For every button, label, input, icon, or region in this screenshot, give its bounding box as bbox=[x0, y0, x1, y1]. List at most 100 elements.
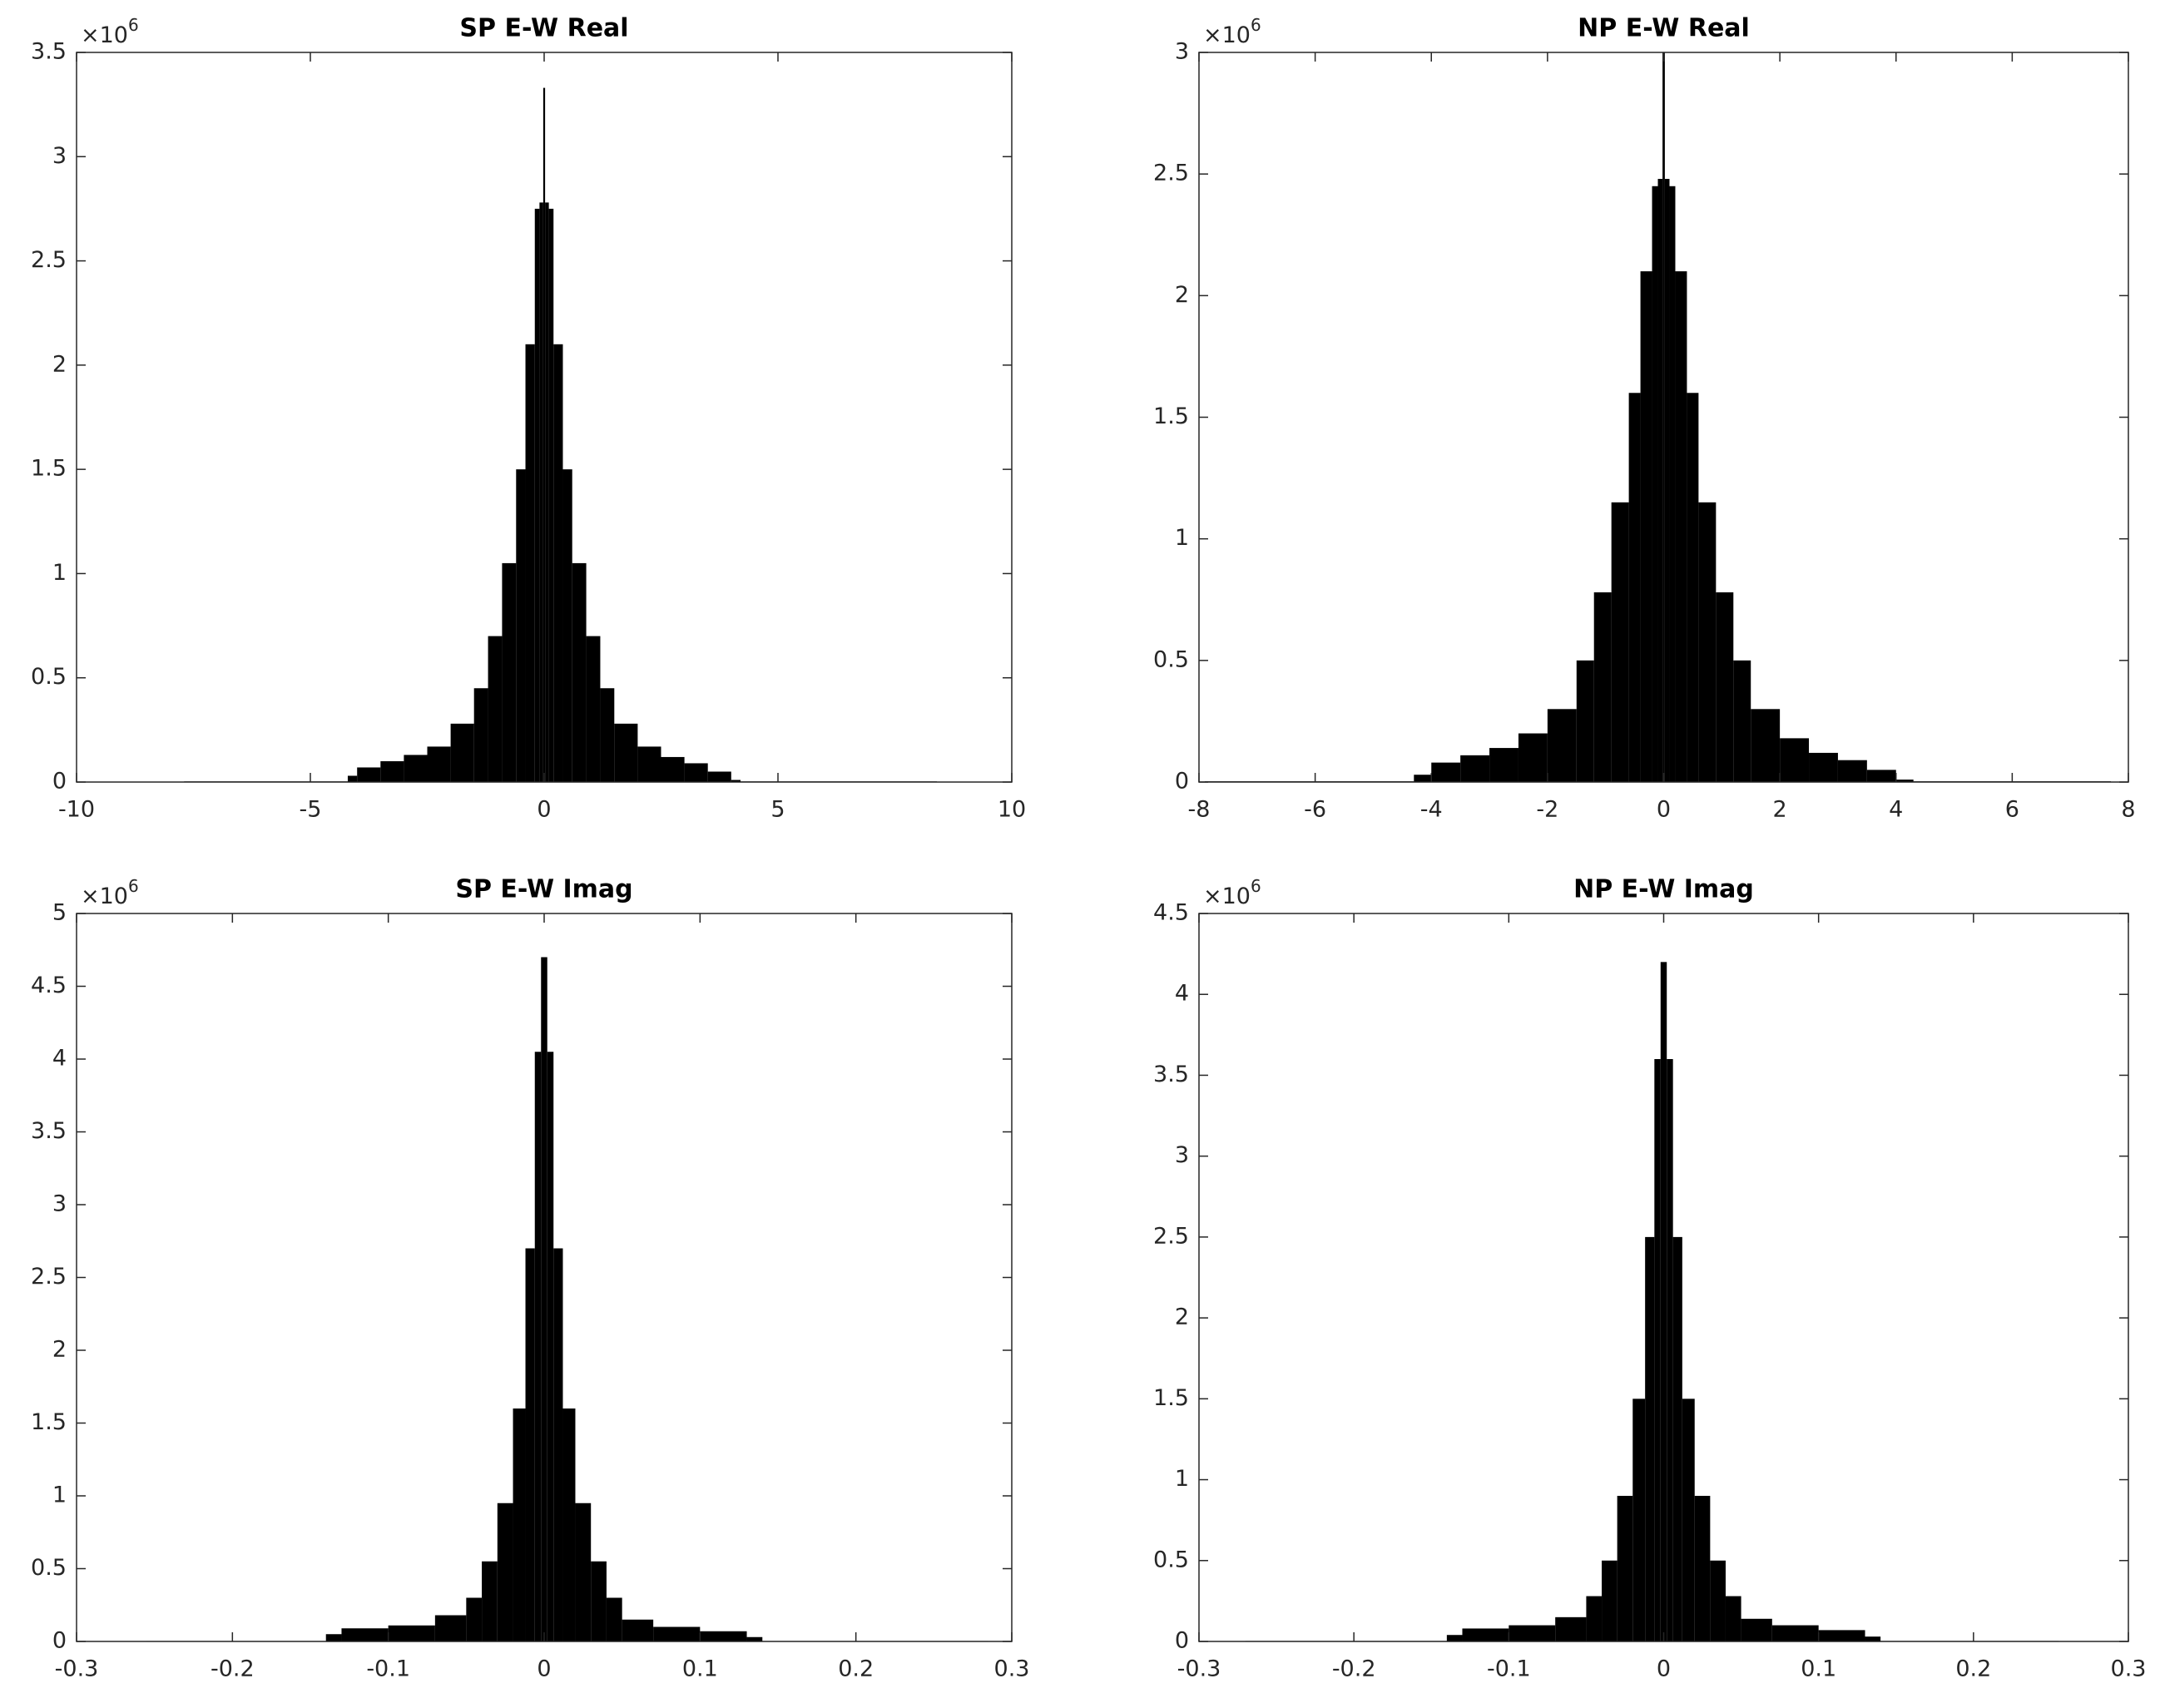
histogram-bar bbox=[1741, 1618, 1772, 1641]
y-tick-label: 0.5 bbox=[31, 664, 67, 690]
histogram-bar bbox=[1652, 186, 1658, 783]
histogram-bar bbox=[1576, 660, 1594, 782]
y-tick-label: 1 bbox=[52, 560, 67, 586]
histogram-bar bbox=[357, 767, 381, 782]
histogram-bar bbox=[1518, 733, 1548, 782]
histogram-bar bbox=[450, 723, 474, 782]
x-tick-label: 2 bbox=[1773, 797, 1787, 823]
y-tick-label: 1.5 bbox=[1153, 403, 1189, 429]
histogram-bar bbox=[661, 756, 685, 782]
y-multiplier-exponent: 6 bbox=[128, 15, 139, 35]
histogram-bar bbox=[1664, 179, 1670, 783]
histogram-bar bbox=[606, 1597, 622, 1641]
y-tick-label: 1.5 bbox=[31, 456, 67, 482]
histogram-bar bbox=[746, 1636, 763, 1641]
y-multiplier: ×106 bbox=[1203, 876, 1261, 909]
histogram-bar bbox=[622, 1619, 654, 1641]
histogram-bar bbox=[502, 562, 517, 782]
histogram-bar bbox=[562, 1408, 576, 1641]
y-tick-label: 2 bbox=[52, 1337, 67, 1363]
histogram-bar bbox=[1675, 271, 1687, 783]
histogram-bar bbox=[1660, 962, 1667, 1641]
histogram-bar bbox=[653, 1626, 701, 1641]
y-tick-label: 2 bbox=[52, 351, 67, 377]
histogram-bar bbox=[553, 1248, 563, 1641]
x-tick-label: 0.2 bbox=[838, 1656, 874, 1682]
histogram-bar bbox=[525, 1248, 535, 1641]
histogram-bar bbox=[1780, 738, 1810, 782]
histogram-bar bbox=[1509, 1625, 1556, 1641]
histogram-bar bbox=[513, 1408, 526, 1641]
y-tick-label: 2.5 bbox=[31, 247, 67, 273]
histogram-bar bbox=[545, 202, 549, 782]
chart-panel: -8 -6 -4 -2 0 2 4 6 800.511.522.53×106 NP E-W Rea… bbox=[1153, 14, 2136, 823]
histogram-bar bbox=[591, 1561, 607, 1641]
histogram-bar bbox=[341, 1628, 389, 1641]
x-tick-label: -6 bbox=[1304, 797, 1326, 823]
histogram-bar bbox=[1725, 1596, 1741, 1641]
x-tick-label: -5 bbox=[300, 797, 322, 823]
y-tick-label: 4.5 bbox=[31, 973, 67, 998]
y-tick-label: 0.5 bbox=[31, 1555, 67, 1581]
x-tick-label: -10 bbox=[58, 797, 95, 823]
x-tick-label: 10 bbox=[998, 797, 1026, 823]
histogram-bar bbox=[1751, 709, 1781, 782]
y-tick-label: 3 bbox=[1175, 1142, 1189, 1168]
histogram-bar bbox=[1640, 271, 1652, 783]
histogram-bar bbox=[516, 469, 526, 782]
histogram-bar bbox=[1667, 1059, 1673, 1641]
x-tick-label: 0.3 bbox=[2111, 1656, 2147, 1682]
histogram-bar bbox=[482, 1561, 498, 1641]
y-multiplier: ×106 bbox=[81, 15, 139, 48]
y-tick-label: 3.5 bbox=[31, 39, 67, 65]
histogram-bar bbox=[1669, 186, 1676, 783]
y-multiplier: ×106 bbox=[81, 876, 139, 909]
x-tick-label: 4 bbox=[1889, 797, 1903, 823]
y-tick-label: 3.5 bbox=[1153, 1062, 1189, 1087]
histogram-bar bbox=[388, 1625, 435, 1641]
y-tick-label: 4.5 bbox=[1153, 900, 1189, 926]
histogram-bar bbox=[380, 760, 404, 782]
x-tick-label: 0 bbox=[1657, 797, 1671, 823]
histogram-bar bbox=[1694, 1496, 1711, 1641]
histogram-bar bbox=[1866, 770, 1896, 782]
histogram-bar bbox=[534, 1052, 542, 1641]
histogram-bar bbox=[586, 636, 601, 782]
histogram-bar bbox=[427, 746, 451, 782]
y-tick-label: 1 bbox=[1175, 1466, 1189, 1492]
x-tick-label: -8 bbox=[1188, 797, 1211, 823]
histogram-bar bbox=[1687, 393, 1699, 782]
histogram-bar bbox=[1617, 1496, 1633, 1641]
histogram-bar bbox=[600, 688, 615, 782]
x-tick-label: 8 bbox=[2121, 797, 2135, 823]
histogram-bar bbox=[562, 469, 572, 782]
x-tick-label: 0.1 bbox=[1801, 1656, 1836, 1682]
histogram-bar bbox=[1716, 592, 1734, 782]
y-tick-label: 0 bbox=[52, 769, 67, 795]
x-tick-label: -0.1 bbox=[1487, 1656, 1531, 1682]
histogram-bar bbox=[473, 688, 488, 782]
y-multiplier-exponent: 6 bbox=[128, 876, 139, 896]
histogram-bar bbox=[1555, 1616, 1587, 1641]
histogram-bar bbox=[1733, 660, 1751, 782]
histogram-bar bbox=[1462, 1628, 1509, 1641]
x-tick-label: -0.2 bbox=[211, 1656, 255, 1682]
chart-title: SP E-W Real bbox=[459, 14, 628, 43]
y-multiplier-exponent: 6 bbox=[1251, 15, 1261, 35]
y-tick-label: 0.5 bbox=[1153, 1547, 1189, 1572]
histogram-bar bbox=[553, 344, 563, 782]
histogram-bar bbox=[434, 1615, 467, 1641]
histogram-bar bbox=[614, 723, 638, 782]
histogram-bar bbox=[534, 208, 540, 782]
y-tick-label: 4 bbox=[1175, 981, 1189, 1007]
x-tick-label: -0.1 bbox=[366, 1656, 410, 1682]
histogram-bar bbox=[1489, 748, 1518, 782]
x-tick-label: -0.3 bbox=[1177, 1656, 1221, 1682]
histogram-bar bbox=[1698, 502, 1717, 782]
y-tick-label: 0 bbox=[1175, 1628, 1189, 1654]
histogram-bar bbox=[700, 1631, 747, 1641]
histogram-bar bbox=[1431, 762, 1461, 782]
y-tick-label: 3 bbox=[52, 1191, 67, 1217]
histogram-bar bbox=[637, 746, 661, 782]
